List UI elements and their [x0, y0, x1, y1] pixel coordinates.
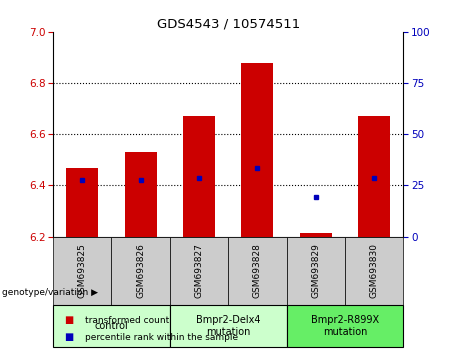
- Text: GSM693830: GSM693830: [370, 243, 378, 298]
- Bar: [112, 237, 170, 305]
- Text: GSM693826: GSM693826: [136, 244, 145, 298]
- Bar: [170, 237, 228, 305]
- Bar: [287, 305, 403, 347]
- Text: transformed count: transformed count: [85, 316, 170, 325]
- Bar: [358, 116, 390, 236]
- Bar: [66, 167, 98, 236]
- Text: GSM693829: GSM693829: [311, 244, 320, 298]
- Bar: [53, 305, 170, 347]
- Text: ■: ■: [65, 315, 74, 325]
- Text: control: control: [95, 321, 128, 331]
- Title: GDS4543 / 10574511: GDS4543 / 10574511: [157, 18, 300, 31]
- Text: Bmpr2-R899X
mutation: Bmpr2-R899X mutation: [311, 315, 379, 337]
- Bar: [345, 237, 403, 305]
- Bar: [287, 237, 345, 305]
- Bar: [242, 63, 273, 236]
- Text: percentile rank within the sample: percentile rank within the sample: [85, 333, 238, 342]
- Bar: [300, 233, 332, 236]
- Text: ■: ■: [65, 332, 74, 342]
- Text: Bmpr2-Delx4
mutation: Bmpr2-Delx4 mutation: [196, 315, 260, 337]
- Text: GSM693827: GSM693827: [195, 244, 203, 298]
- Bar: [170, 305, 287, 347]
- Bar: [228, 237, 287, 305]
- Text: GSM693825: GSM693825: [78, 244, 87, 298]
- Bar: [183, 116, 215, 236]
- Text: genotype/variation ▶: genotype/variation ▶: [2, 287, 98, 297]
- Bar: [124, 152, 157, 236]
- Text: GSM693828: GSM693828: [253, 244, 262, 298]
- Bar: [53, 237, 112, 305]
